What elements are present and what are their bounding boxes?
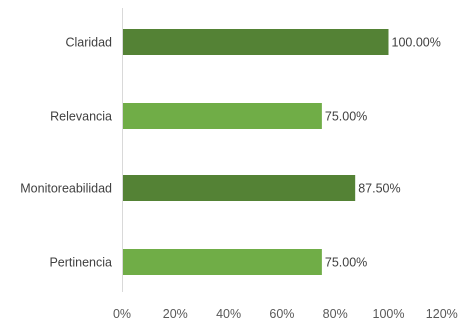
bar-monitoreabilidad: [123, 175, 356, 201]
bar-relevancia: [123, 103, 322, 129]
category-label-relevancia: Relevancia: [50, 110, 112, 124]
data-label-relevancia: 75.00%: [325, 110, 367, 124]
category-label-monitoreabilidad: Monitoreabilidad: [20, 182, 112, 196]
x-tick-label: 40%: [216, 307, 241, 320]
x-tick-label: 20%: [163, 307, 188, 320]
data-label-claridad: 100.00%: [392, 36, 441, 50]
data-label-pertinencia: 75.00%: [325, 256, 367, 270]
x-tick-label: 60%: [269, 307, 294, 320]
x-tick-label: 0%: [113, 307, 131, 320]
bar-pertinencia: [123, 249, 322, 275]
x-tick-label: 100%: [373, 307, 405, 320]
category-label-claridad: Claridad: [65, 36, 112, 50]
x-tick-label: 120%: [426, 307, 458, 320]
data-label-monitoreabilidad: 87.50%: [358, 182, 400, 196]
x-tick-label: 80%: [323, 307, 348, 320]
bar-claridad: [123, 29, 389, 55]
category-label-pertinencia: Pertinencia: [49, 256, 112, 270]
